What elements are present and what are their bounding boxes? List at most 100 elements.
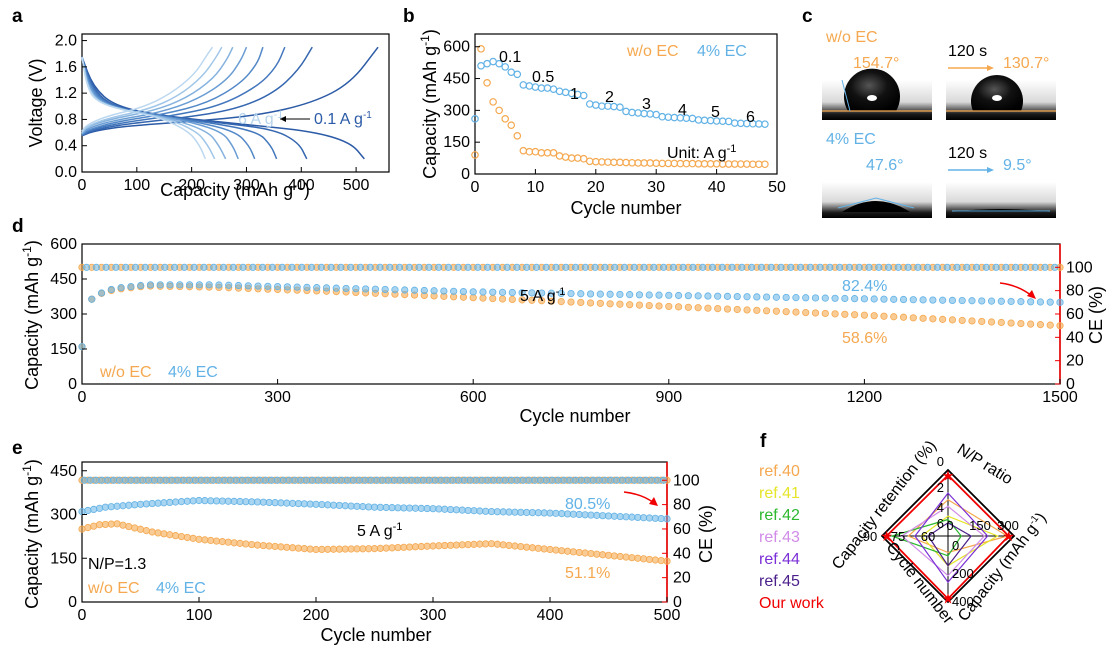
- ce-point-blue-e: [308, 476, 317, 484]
- cap-point-orange-d: [645, 301, 653, 310]
- cap-point-orange-e: [359, 545, 367, 553]
- cap-point-blue-d: [772, 293, 780, 301]
- cap-point-blue-d: [694, 292, 702, 300]
- cap-point-orange-e: [183, 533, 191, 542]
- droplet-highlight-1: [867, 95, 877, 101]
- point-orange-b: [483, 78, 491, 87]
- ce-point-blue-d: [796, 263, 805, 271]
- cap-point-blue-d: [156, 281, 164, 289]
- ce-point-blue-e: [121, 476, 129, 484]
- tick-cycle-f: 200: [952, 566, 974, 581]
- cap-point-orange-e: [628, 554, 636, 562]
- cap-point-blue-d: [146, 281, 155, 289]
- ce-point-blue-e: [285, 476, 293, 484]
- point-blue-b: [658, 112, 667, 121]
- point-blue-b: [495, 59, 503, 68]
- ce-point-blue-e: [501, 476, 510, 484]
- cap-point-orange-e: [552, 546, 560, 554]
- cap-point-blue-e: [318, 500, 326, 509]
- cap-point-blue-d: [899, 295, 908, 304]
- tick-retention-f: 60: [921, 529, 935, 544]
- point-orange-b: [471, 151, 479, 159]
- ce-point-blue-e: [531, 476, 539, 484]
- cap-point-blue-d: [97, 289, 106, 297]
- ce-point-blue-e: [92, 476, 100, 484]
- ce-point-blue-d: [386, 263, 394, 271]
- cap-point-blue-d: [469, 288, 477, 296]
- cap-point-orange-d: [987, 318, 996, 326]
- cap-point-orange-e: [119, 521, 127, 529]
- ce-point-blue-d: [474, 263, 482, 271]
- cap-point-orange-e: [131, 524, 139, 532]
- cap-point-blue-e: [499, 508, 507, 516]
- ce-point-blue-d: [395, 263, 404, 271]
- legend-wo-ec-d: w/o EC: [99, 364, 152, 381]
- cap-point-orange-e: [142, 527, 150, 535]
- cap-point-blue-e: [604, 512, 613, 520]
- ce-point-blue-d: [914, 263, 922, 271]
- ce-point-blue-d: [855, 263, 863, 271]
- cap-point-orange-e: [610, 552, 618, 560]
- cap-point-blue-d: [762, 293, 771, 301]
- cap-point-blue-d: [244, 282, 252, 290]
- ce-point-blue-d: [650, 263, 658, 271]
- legend-entry-f: ref.45: [759, 573, 800, 590]
- cap-point-blue-d: [1007, 297, 1015, 306]
- ce-point-blue-d: [288, 263, 296, 271]
- ce-point-blue-d: [249, 263, 257, 271]
- cap-point-blue-d: [870, 295, 878, 303]
- cap-point-orange-d: [1027, 320, 1035, 328]
- radar-series-ref-44: [914, 492, 989, 584]
- cap-point-blue-e: [148, 499, 156, 508]
- droplet-wo-ec-end: [971, 75, 1023, 111]
- ce-point-blue-d: [699, 263, 707, 271]
- ce-point-blue-d: [307, 263, 316, 271]
- tick-cycle-f: 400: [952, 594, 974, 609]
- cap-point-blue-e: [131, 501, 139, 509]
- legend-entry-f: Our work: [759, 595, 825, 612]
- point-blue-b: [507, 68, 516, 76]
- panel-label-a: a: [12, 6, 23, 27]
- point-blue-b: [477, 62, 485, 70]
- ce-point-blue-d: [180, 263, 188, 271]
- ce-point-blue-d: [1041, 263, 1049, 271]
- x-axis-label-b: Cycle number: [570, 198, 681, 218]
- ce-point-blue-e: [291, 476, 299, 484]
- cap-point-blue-d: [714, 292, 722, 300]
- ce-point-blue-d: [190, 263, 198, 271]
- plot-frame-a: [81, 33, 390, 173]
- ce-point-blue-e: [338, 476, 346, 484]
- ce-point-blue-d: [415, 263, 423, 271]
- angle-130-c: 130.7°: [1003, 55, 1049, 72]
- cap-point-blue-d: [978, 297, 986, 305]
- arrow-head-a: [280, 116, 286, 122]
- cap-point-orange-e: [511, 542, 519, 550]
- cap-point-orange-e: [207, 536, 215, 545]
- rate-label-b: 0.5: [532, 69, 554, 86]
- cap-point-orange-d: [978, 317, 986, 326]
- point-orange-b: [761, 160, 769, 169]
- cap-point-orange-d: [538, 297, 546, 305]
- cap-point-orange-e: [446, 541, 455, 549]
- label-wo-ec-c: w/o EC: [825, 29, 878, 46]
- cap-point-blue-e: [283, 499, 291, 507]
- cap-point-orange-d: [567, 298, 575, 306]
- cap-point-orange-e: [107, 520, 115, 528]
- cap-point-orange-e: [101, 520, 110, 529]
- cap-point-blue-d: [743, 293, 751, 301]
- ce-point-blue-d: [620, 263, 629, 271]
- ce-point-blue-e: [484, 476, 492, 484]
- y2-axis-label-e: CE (%): [696, 505, 716, 563]
- x-tick-label: 400: [288, 177, 315, 194]
- cap-point-orange-e: [113, 520, 121, 528]
- cap-point-orange-d: [714, 305, 722, 313]
- point-orange-b: [579, 154, 588, 163]
- ce-point-blue-d: [738, 263, 746, 271]
- cap-point-orange-e: [604, 551, 613, 559]
- cap-point-orange-e: [78, 525, 86, 533]
- cap-point-blue-e: [552, 509, 560, 517]
- cap-point-orange-d: [704, 304, 712, 312]
- point-blue-b: [761, 120, 769, 128]
- panel-label-d: d: [12, 216, 24, 237]
- cap-point-blue-d: [234, 281, 243, 290]
